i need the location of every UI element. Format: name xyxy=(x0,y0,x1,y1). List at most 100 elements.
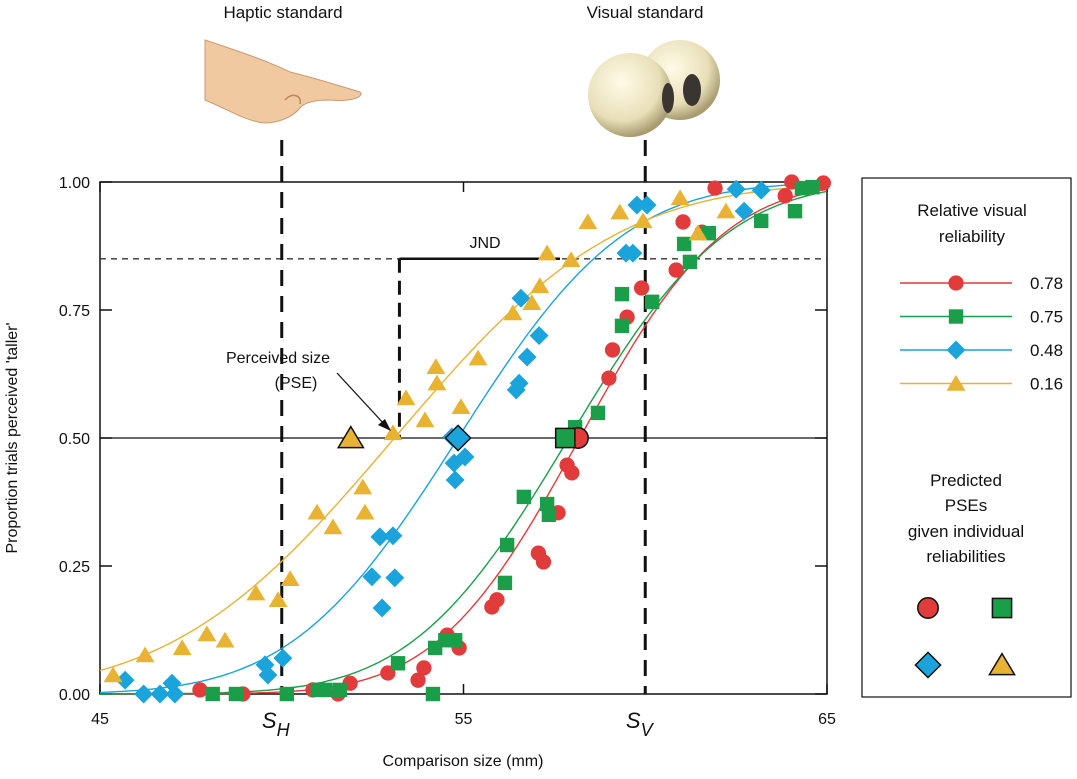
data-point-square xyxy=(541,507,557,522)
data-point-triangle xyxy=(246,584,266,601)
data-point-triangle xyxy=(396,389,416,406)
legend-title-line2: reliability xyxy=(939,227,1006,246)
data-point-diamond xyxy=(273,648,293,668)
legend-predicted-triangle xyxy=(988,652,1016,676)
data-point-square xyxy=(332,682,348,698)
data-point-square xyxy=(787,203,803,219)
x-tick-label: 55 xyxy=(455,711,473,728)
data-point-triangle xyxy=(103,666,123,683)
data-point-square xyxy=(676,236,692,252)
y-tick-label: 0.25 xyxy=(59,559,90,576)
data-point-diamond xyxy=(383,526,403,546)
data-point-square xyxy=(447,633,463,648)
data-point-triangle xyxy=(135,646,155,663)
haptic-standard-label: Haptic standard xyxy=(223,3,342,22)
data-point-circle xyxy=(707,180,723,196)
data-point-triangle xyxy=(426,358,446,375)
data-point-triangle xyxy=(503,304,523,321)
data-point-diamond xyxy=(627,195,647,215)
data-point-square xyxy=(425,686,441,702)
data-point-diamond xyxy=(455,447,475,467)
legend-title-line1: Relative visual xyxy=(917,201,1027,220)
legend-item-0.75: 0.75 xyxy=(900,308,1063,327)
legend-label: 0.75 xyxy=(1030,308,1063,327)
data-point-circle xyxy=(777,188,793,204)
data-point-triangle xyxy=(197,625,217,642)
data-point-triangle xyxy=(307,503,327,520)
data-point-triangle xyxy=(280,570,300,586)
data-point-square xyxy=(614,286,630,302)
legend-marker-square xyxy=(948,309,964,324)
data-point-diamond xyxy=(511,288,531,308)
data-point-circle xyxy=(416,660,432,676)
visual-standard-symbol: SV xyxy=(626,708,655,740)
predicted-title-line4: reliabilities xyxy=(926,547,1005,566)
data-point-triangle xyxy=(670,189,690,206)
data-point-diamond xyxy=(529,326,549,346)
predicted-title-line3: given individual xyxy=(908,522,1024,541)
data-point-circle xyxy=(564,465,580,481)
data-point-diamond xyxy=(751,180,771,200)
data-point-square xyxy=(701,226,717,241)
data-point-circle xyxy=(633,280,650,296)
data-point-diamond xyxy=(115,670,135,690)
data-point-diamond xyxy=(726,179,746,199)
visual-standard-label: Visual standard xyxy=(587,3,704,22)
data-point-square xyxy=(228,686,244,702)
data-point-square xyxy=(644,294,660,310)
data-point-triangle xyxy=(353,478,373,495)
data-point-square xyxy=(805,179,820,195)
x-tick-label: 45 xyxy=(91,711,109,728)
data-point-triangle xyxy=(172,639,192,656)
pse-arrow xyxy=(336,372,386,426)
data-point-diamond xyxy=(445,470,465,490)
data-point-square xyxy=(590,405,606,421)
data-point-square xyxy=(205,686,220,702)
fit-curve-0.75 xyxy=(100,190,828,695)
data-point-circle xyxy=(489,592,505,608)
legend-predicted-diamond xyxy=(914,651,942,679)
data-point-circle xyxy=(410,672,426,688)
data-point-diamond xyxy=(258,665,278,685)
data-point-diamond xyxy=(162,673,182,693)
data-point-square xyxy=(390,656,406,671)
legend-label: 0.48 xyxy=(1030,341,1063,360)
data-point-triangle xyxy=(415,411,435,428)
data-point-diamond xyxy=(637,195,657,215)
x-tick-label: 65 xyxy=(818,711,836,728)
data-point-triangle xyxy=(716,202,736,219)
legend-box xyxy=(861,177,1072,698)
data-point-triangle xyxy=(537,244,557,261)
legend-predicted-circle xyxy=(917,597,939,619)
y-axis-label: Proportion trials perceived 'taller' xyxy=(4,322,21,553)
legend-item-0.16: 0.16 xyxy=(900,375,1063,394)
legend-item-0.78: 0.78 xyxy=(900,274,1063,293)
data-point-circle xyxy=(192,682,208,698)
fit-curve-0.78 xyxy=(100,188,828,695)
y-tick-label: 1.00 xyxy=(59,175,90,192)
data-point-diamond xyxy=(385,568,405,588)
data-point-triangle xyxy=(522,294,542,311)
legend-label: 0.16 xyxy=(1030,375,1063,394)
data-point-triangle xyxy=(610,203,630,220)
data-point-square xyxy=(318,682,333,698)
predicted-pse-diamond xyxy=(444,424,472,452)
data-point-triangle xyxy=(633,212,653,229)
data-point-diamond xyxy=(150,684,170,704)
data-point-circle xyxy=(675,214,691,230)
data-point-triangle xyxy=(323,518,343,535)
pse-label: (PSE) xyxy=(275,375,318,392)
y-tick-label: 0.50 xyxy=(59,431,90,448)
data-point-square xyxy=(614,318,630,334)
data-point-diamond xyxy=(362,567,382,587)
legend-predicted-square xyxy=(991,597,1013,619)
data-point-triangle xyxy=(215,631,235,648)
haptic-standard-symbol: SH xyxy=(262,708,291,740)
data-point-square xyxy=(516,489,532,505)
data-point-diamond xyxy=(372,598,392,618)
data-point-square xyxy=(279,686,295,702)
predicted-pse-square xyxy=(554,427,576,449)
data-point-triangle xyxy=(578,213,598,230)
data-point-triangle xyxy=(530,277,550,294)
data-point-triangle xyxy=(451,398,471,414)
